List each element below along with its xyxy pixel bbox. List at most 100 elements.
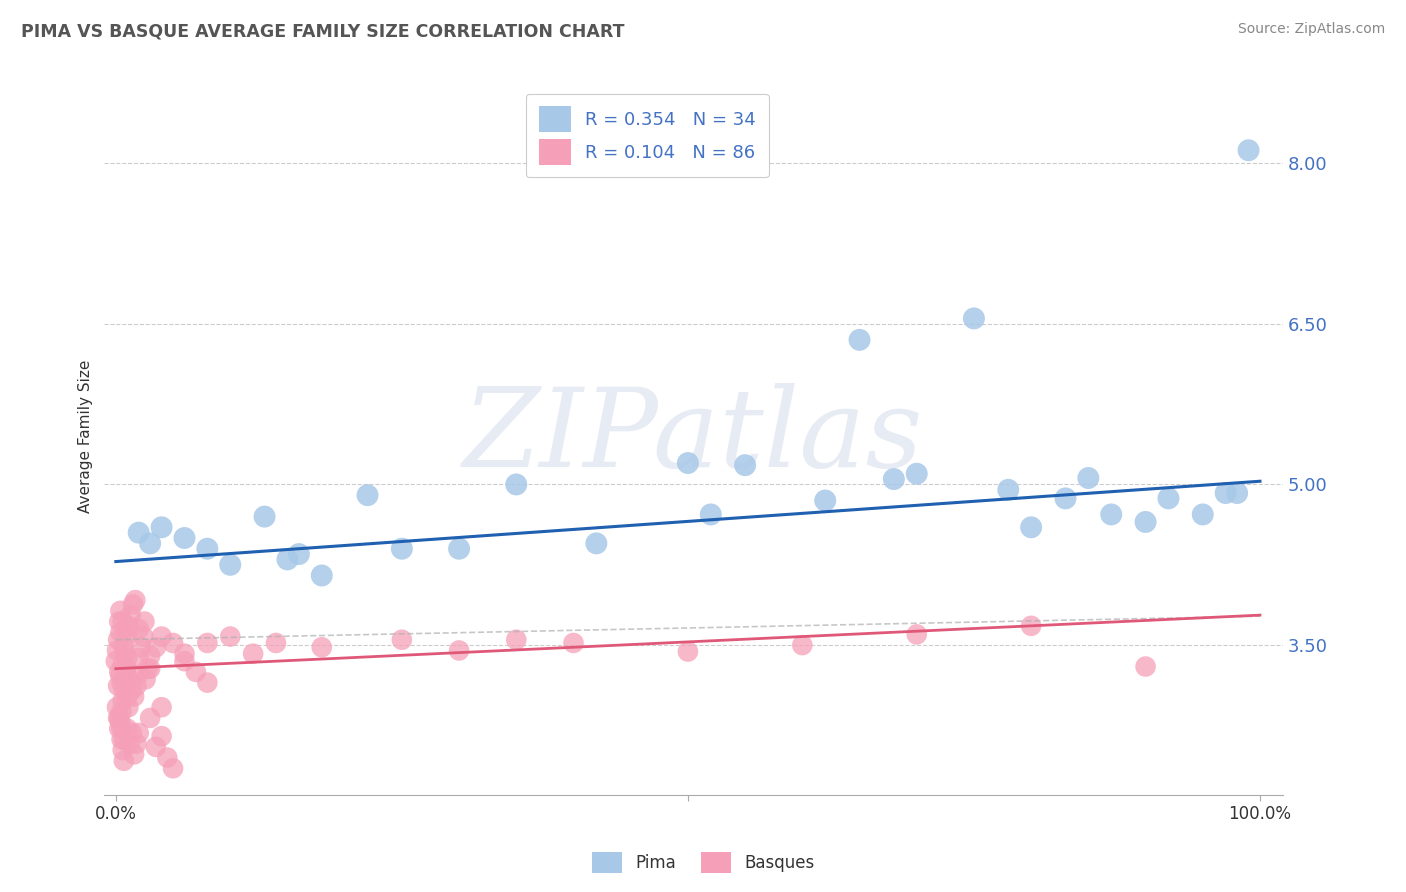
Point [145, 739, 167, 754]
Point [112, 732, 135, 747]
Point [112, 683, 135, 698]
Point [1099, 508, 1122, 522]
Point [311, 640, 333, 655]
Point [107, 679, 129, 693]
Point [112, 754, 135, 768]
Point [117, 625, 139, 640]
Point [184, 665, 207, 679]
Point [814, 493, 837, 508]
Point [195, 541, 218, 556]
Point [391, 632, 413, 647]
Point [127, 668, 149, 682]
Point [734, 458, 756, 472]
Point [125, 737, 148, 751]
Point [104, 654, 127, 668]
Point [110, 604, 132, 618]
Point [108, 722, 131, 736]
Point [676, 456, 699, 470]
Point [288, 547, 311, 561]
Point [110, 732, 132, 747]
Point [963, 311, 986, 326]
Point [219, 630, 242, 644]
Point [117, 700, 139, 714]
Point [150, 630, 173, 644]
Point [195, 675, 218, 690]
Point [111, 615, 134, 629]
Point [129, 640, 152, 655]
Point [162, 636, 184, 650]
Point [1019, 619, 1042, 633]
Point [162, 761, 184, 775]
Point [700, 508, 723, 522]
Point [139, 536, 162, 550]
Point [145, 640, 167, 655]
Point [150, 729, 173, 743]
Point [117, 690, 139, 704]
Point [219, 558, 242, 572]
Point [136, 662, 159, 676]
Point [1157, 491, 1180, 506]
Point [110, 715, 132, 730]
Point [676, 644, 699, 658]
Point [128, 525, 150, 540]
Point [1226, 486, 1249, 500]
Point [1191, 508, 1213, 522]
Point [134, 615, 156, 629]
Point [242, 647, 264, 661]
Point [111, 743, 134, 757]
Point [1215, 486, 1237, 500]
Point [122, 598, 145, 612]
Point [117, 651, 139, 665]
Point [195, 636, 218, 650]
Point [150, 700, 173, 714]
Point [120, 608, 142, 623]
Point [112, 640, 135, 655]
Point [562, 636, 585, 650]
Point [253, 509, 276, 524]
Point [905, 467, 928, 481]
Point [128, 726, 150, 740]
Text: PIMA VS BASQUE AVERAGE FAMILY SIZE CORRELATION CHART: PIMA VS BASQUE AVERAGE FAMILY SIZE CORRE… [21, 22, 624, 40]
Point [118, 737, 141, 751]
Point [1135, 659, 1157, 673]
Point [173, 654, 195, 668]
Point [121, 726, 143, 740]
Point [505, 632, 527, 647]
Point [1135, 515, 1157, 529]
Point [110, 668, 132, 682]
Point [122, 747, 145, 762]
Point [108, 615, 131, 629]
Point [391, 541, 413, 556]
Point [105, 700, 128, 714]
Point [311, 568, 333, 582]
Point [105, 643, 128, 657]
Point [121, 683, 143, 698]
Point [1054, 491, 1077, 506]
Point [139, 648, 162, 663]
Point [449, 643, 471, 657]
Point [139, 662, 162, 676]
Legend: Pima, Basques: Pima, Basques [585, 846, 821, 880]
Point [156, 750, 179, 764]
Point [505, 477, 527, 491]
Point [173, 647, 195, 661]
Point [117, 722, 139, 736]
Point [118, 673, 141, 687]
Point [115, 662, 138, 676]
Point [110, 705, 132, 719]
Point [356, 488, 378, 502]
Point [264, 636, 287, 650]
Legend: R = 0.354   N = 34, R = 0.104   N = 86: R = 0.354 N = 34, R = 0.104 N = 86 [526, 94, 769, 178]
Point [108, 711, 131, 725]
Point [110, 625, 132, 640]
Point [107, 711, 129, 725]
Point [117, 619, 139, 633]
Point [124, 593, 146, 607]
Point [115, 662, 138, 676]
Point [125, 679, 148, 693]
Point [107, 632, 129, 647]
Point [135, 673, 157, 687]
Point [139, 711, 162, 725]
Point [585, 536, 607, 550]
Y-axis label: Average Family Size: Average Family Size [79, 359, 93, 513]
